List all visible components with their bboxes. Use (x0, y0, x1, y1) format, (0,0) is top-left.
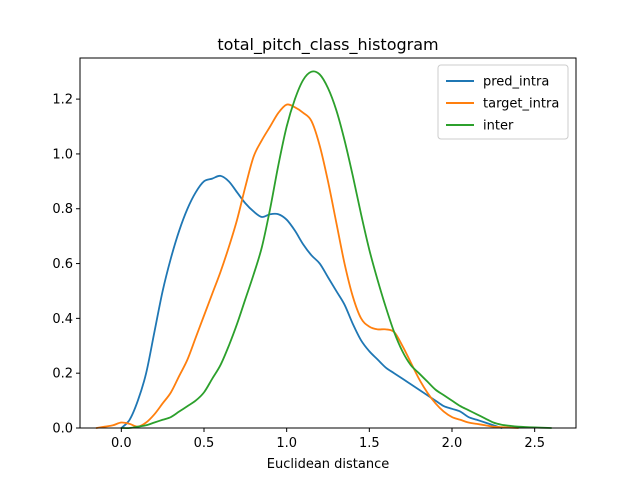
x-axis: 0.0 0.5 1.0 1.5 2.0 2.5 (111, 428, 545, 451)
y-tick-label: 0.0 (52, 422, 73, 437)
legend-label-target-intra: target_intra (483, 97, 559, 112)
y-tick-label: 0.4 (52, 312, 73, 327)
x-tick-label: 1.5 (359, 436, 380, 451)
y-tick-label: 1.0 (52, 147, 73, 162)
series-line-inter (120, 70, 553, 430)
legend-box (437, 64, 569, 140)
series-line-target-intra (95, 103, 520, 429)
legend-label-inter: inter (483, 119, 514, 134)
y-tick-label: 0.6 (52, 257, 73, 272)
legend-label-pred-intra: pred_intra (483, 75, 549, 90)
x-tick-label: 1.0 (276, 436, 297, 451)
x-tick-label: 2.0 (442, 436, 463, 451)
y-axis: 0.0 0.2 0.4 0.6 0.8 1.0 1.2 (52, 93, 80, 437)
axes-frame (79, 57, 577, 429)
series-line-pred-intra (120, 174, 503, 429)
x-axis-label: Euclidean distance (267, 457, 390, 472)
x-tick-label: 2.5 (524, 436, 545, 451)
plot-area (95, 70, 553, 430)
y-tick-label: 0.2 (52, 367, 73, 382)
x-tick-label: 0.0 (111, 436, 132, 451)
y-tick-label: 1.2 (52, 93, 73, 108)
y-tick-label: 0.8 (52, 202, 73, 217)
chart-title: total_pitch_class_histogram (217, 35, 438, 55)
x-tick-label: 0.5 (194, 436, 215, 451)
